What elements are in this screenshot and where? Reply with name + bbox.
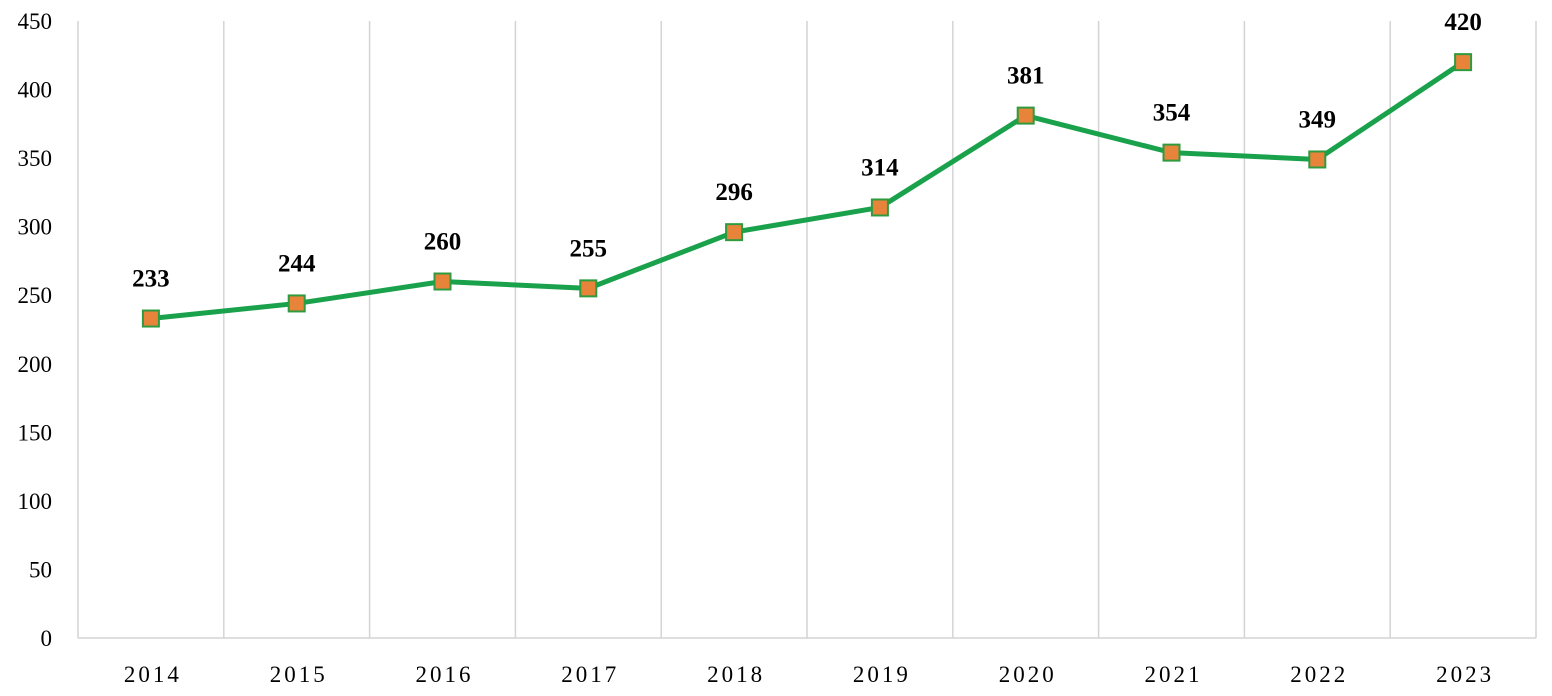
y-tick-label: 100 (18, 489, 53, 514)
data-point-marker (141, 309, 160, 328)
data-point-marker (1308, 150, 1327, 169)
x-tick-label: 2018 (707, 662, 765, 687)
data-label: 381 (1007, 63, 1045, 90)
data-label: 233 (132, 266, 170, 293)
data-label: 420 (1444, 9, 1482, 36)
y-tick-label: 350 (18, 146, 53, 171)
data-labels: 233 244 260 255 296 314 381 354 349 420 (132, 9, 1482, 292)
x-tick-label: 2017 (561, 662, 619, 687)
data-label: 349 (1299, 106, 1337, 133)
data-point-marker (287, 294, 306, 313)
x-tick-label: 2020 (999, 662, 1057, 687)
grid-layer (77, 21, 1537, 639)
series-line (148, 59, 1466, 322)
y-tick-label: 400 (18, 78, 53, 103)
data-label: 260 (424, 229, 462, 256)
series-layer (141, 53, 1473, 328)
data-label: 354 (1153, 100, 1191, 127)
x-tick-label: 2021 (1145, 662, 1203, 687)
data-point-marker (1162, 143, 1181, 162)
y-tick-label: 0 (41, 626, 53, 651)
x-tick-label: 2022 (1290, 662, 1348, 687)
x-axis-ticks: 2014 2015 2016 2017 2018 2019 2020 2021 2022 2023 (124, 662, 1494, 687)
x-tick-label: 2015 (270, 662, 328, 687)
data-point-marker (433, 272, 452, 291)
y-tick-label: 250 (18, 283, 53, 308)
data-point-marker (579, 279, 598, 298)
y-axis-ticks: 0 50 100 150 200 250 300 350 400 450 (18, 9, 53, 651)
y-tick-label: 200 (18, 352, 53, 377)
y-tick-label: 300 (18, 215, 53, 240)
x-tick-label: 2019 (853, 662, 911, 687)
x-tick-label: 2014 (124, 662, 182, 687)
y-tick-label: 150 (18, 420, 53, 445)
y-tick-label: 50 (29, 557, 52, 582)
data-label: 296 (715, 179, 753, 206)
data-point-marker (1016, 106, 1035, 125)
data-label: 244 (278, 250, 316, 277)
data-point-marker (1454, 53, 1473, 72)
y-tick-label: 450 (18, 9, 53, 34)
data-point-marker (870, 198, 889, 217)
data-label: 255 (570, 235, 608, 262)
x-tick-label: 2016 (416, 662, 474, 687)
data-label: 314 (861, 154, 899, 181)
data-point-marker (725, 223, 744, 242)
x-tick-label: 2023 (1436, 662, 1494, 687)
